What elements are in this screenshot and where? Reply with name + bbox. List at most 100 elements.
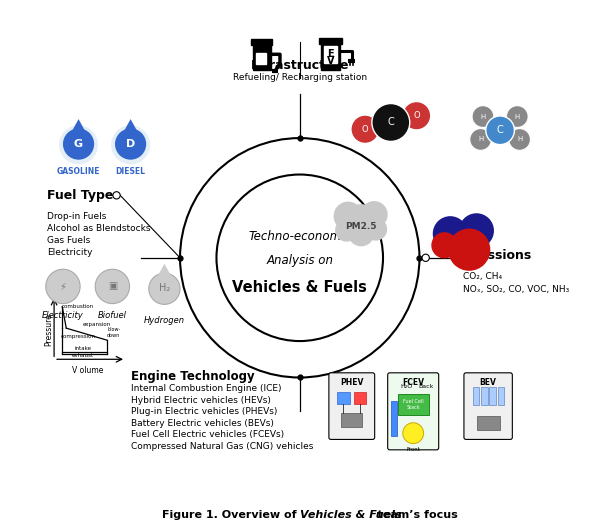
Text: compression: compression xyxy=(61,333,95,339)
FancyBboxPatch shape xyxy=(464,373,512,439)
Circle shape xyxy=(422,254,430,261)
Circle shape xyxy=(361,201,388,228)
Polygon shape xyxy=(70,119,87,135)
Text: O: O xyxy=(362,125,368,134)
Text: Refueling/ Recharging station: Refueling/ Recharging station xyxy=(233,74,367,83)
Text: Techno-economic: Techno-economic xyxy=(248,230,351,244)
Text: Figure 1. Overview of: Figure 1. Overview of xyxy=(161,510,300,520)
Circle shape xyxy=(149,273,180,305)
Text: Plug-in Electric vehicles (PHEVs): Plug-in Electric vehicles (PHEVs) xyxy=(131,407,277,416)
Text: D: D xyxy=(126,139,135,149)
Text: Gas Fuels: Gas Fuels xyxy=(47,236,91,245)
Circle shape xyxy=(63,128,94,160)
Circle shape xyxy=(472,106,494,127)
Text: BEV: BEV xyxy=(480,378,497,387)
Text: PM2.5: PM2.5 xyxy=(346,222,377,231)
Text: Hydrogen: Hydrogen xyxy=(144,316,185,325)
Text: O: O xyxy=(413,111,420,120)
FancyBboxPatch shape xyxy=(251,39,272,45)
Text: G: G xyxy=(74,139,83,149)
FancyBboxPatch shape xyxy=(329,373,374,439)
Text: Infrastructure: Infrastructure xyxy=(250,59,349,72)
Text: H₂: H₂ xyxy=(159,283,170,293)
FancyBboxPatch shape xyxy=(489,387,496,405)
FancyBboxPatch shape xyxy=(398,393,429,416)
Text: Electricity: Electricity xyxy=(47,248,93,257)
Circle shape xyxy=(351,115,379,144)
Text: Electricity: Electricity xyxy=(42,311,84,320)
Text: PHEV: PHEV xyxy=(340,378,364,387)
Circle shape xyxy=(113,191,120,199)
Circle shape xyxy=(372,104,410,141)
Text: Pressure: Pressure xyxy=(44,313,53,346)
Circle shape xyxy=(111,125,150,165)
Text: exhaust: exhaust xyxy=(71,353,94,359)
Text: ▣: ▣ xyxy=(108,281,117,291)
Circle shape xyxy=(470,128,491,150)
Circle shape xyxy=(335,219,358,241)
FancyBboxPatch shape xyxy=(473,387,479,405)
Text: FCEV: FCEV xyxy=(402,378,424,387)
Text: Biofuel: Biofuel xyxy=(98,311,127,320)
FancyBboxPatch shape xyxy=(388,373,439,450)
Text: Alcohol as Blendstocks: Alcohol as Blendstocks xyxy=(47,224,151,233)
FancyBboxPatch shape xyxy=(323,46,337,63)
Text: Fuel Cell
Stack: Fuel Cell Stack xyxy=(403,399,424,410)
Text: Emissions: Emissions xyxy=(463,249,532,262)
Circle shape xyxy=(334,201,363,231)
FancyBboxPatch shape xyxy=(253,45,271,70)
Circle shape xyxy=(95,269,130,304)
Circle shape xyxy=(403,102,431,130)
FancyBboxPatch shape xyxy=(481,387,488,405)
Circle shape xyxy=(403,423,424,443)
Text: expansion: expansion xyxy=(83,322,111,327)
Polygon shape xyxy=(156,264,173,279)
FancyBboxPatch shape xyxy=(497,387,504,405)
FancyBboxPatch shape xyxy=(337,391,350,404)
Text: Fuel Type: Fuel Type xyxy=(47,189,113,202)
Text: Front: Front xyxy=(406,447,420,452)
Text: NOₓ, SO₂, CO, VOC, NH₃: NOₓ, SO₂, CO, VOC, NH₃ xyxy=(463,285,569,294)
Text: combustion: combustion xyxy=(62,305,94,309)
Text: team’s focus: team’s focus xyxy=(300,510,458,520)
Circle shape xyxy=(509,128,530,150)
Text: Hybrid Electric vehicles (HEVs): Hybrid Electric vehicles (HEVs) xyxy=(131,396,271,404)
Text: intake: intake xyxy=(74,346,91,351)
Text: H: H xyxy=(478,136,483,143)
Circle shape xyxy=(433,216,468,251)
FancyBboxPatch shape xyxy=(320,44,340,70)
Text: V olume: V olume xyxy=(72,366,104,375)
Circle shape xyxy=(431,232,458,258)
Circle shape xyxy=(115,128,146,160)
Circle shape xyxy=(506,106,528,127)
FancyBboxPatch shape xyxy=(256,53,266,64)
Text: Internal Combustion Engine (ICE): Internal Combustion Engine (ICE) xyxy=(131,385,281,393)
Text: blow-
down: blow- down xyxy=(107,327,120,338)
Text: Vehicles & Fuels: Vehicles & Fuels xyxy=(300,510,401,520)
FancyBboxPatch shape xyxy=(354,391,367,404)
Text: Vehicles & Fuels: Vehicles & Fuels xyxy=(232,280,367,296)
Text: H: H xyxy=(517,136,522,143)
Text: Battery Electric vehicles (BEVs): Battery Electric vehicles (BEVs) xyxy=(131,419,274,428)
Text: DIESEL: DIESEL xyxy=(116,167,146,176)
Circle shape xyxy=(448,228,490,271)
Text: H: H xyxy=(481,114,485,119)
Text: Fuel Cell Electric vehicles (FCEVs): Fuel Cell Electric vehicles (FCEVs) xyxy=(131,430,284,439)
Text: Compressed Natural Gas (CNG) vehicles: Compressed Natural Gas (CNG) vehicles xyxy=(131,441,313,450)
Circle shape xyxy=(364,218,387,240)
Circle shape xyxy=(59,125,98,165)
Text: C: C xyxy=(388,117,394,127)
Circle shape xyxy=(46,269,80,304)
Text: E: E xyxy=(327,49,334,59)
Text: H₂O: H₂O xyxy=(400,385,412,389)
Text: Drop-in Fuels: Drop-in Fuels xyxy=(47,212,107,221)
Text: C: C xyxy=(497,125,503,135)
Text: Engine Technology: Engine Technology xyxy=(131,370,254,383)
Text: Back: Back xyxy=(418,385,434,389)
FancyBboxPatch shape xyxy=(319,38,342,44)
FancyBboxPatch shape xyxy=(341,413,362,427)
Text: ⚡: ⚡ xyxy=(59,281,67,291)
Text: H: H xyxy=(515,114,520,119)
Polygon shape xyxy=(122,119,139,135)
Text: V: V xyxy=(326,56,334,66)
